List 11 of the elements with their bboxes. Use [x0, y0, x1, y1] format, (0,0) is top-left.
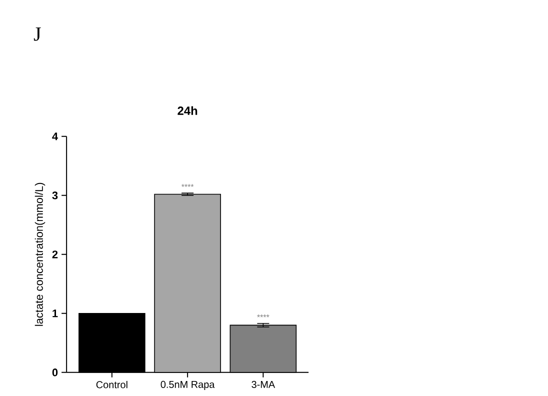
y-tick-label: 2 — [52, 250, 58, 258]
y-axis-title: lactate concentration(mmol/L) — [34, 182, 46, 326]
x-tick-label: 3-MA — [252, 380, 276, 388]
text: J — [34, 28, 41, 41]
y-tick-label: 4 — [52, 132, 58, 140]
y-tick-label: 3 — [52, 192, 58, 200]
x-tick-label: 0.5nM Rapa — [160, 380, 215, 390]
y-tick-label: 0 — [52, 368, 58, 376]
y-tick-label: 1 — [52, 310, 58, 318]
chart-title: 24h — [178, 106, 198, 115]
x-tick-label: Control — [96, 380, 128, 388]
